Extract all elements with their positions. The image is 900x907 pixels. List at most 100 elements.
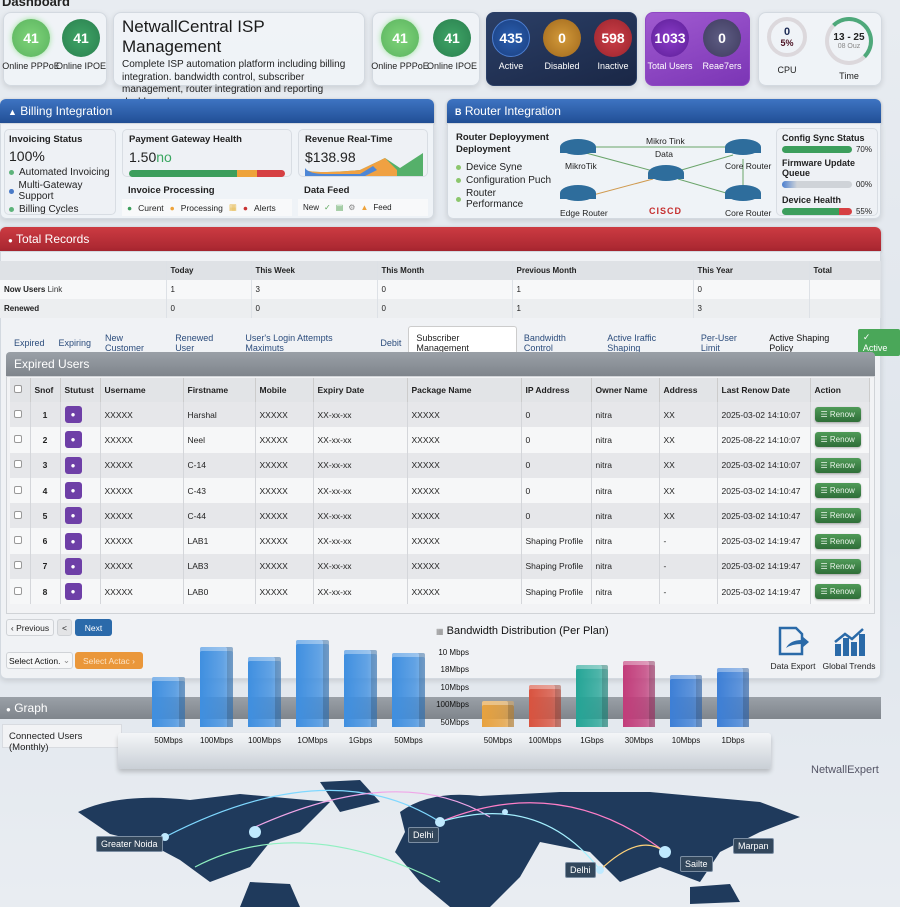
cisco-logo: CISCD: [649, 206, 683, 216]
device-health-title: Device Health: [782, 195, 842, 205]
bandwidth-bar[interactable]: [670, 675, 702, 727]
row-checkbox[interactable]: [14, 561, 22, 570]
row-checkbox[interactable]: [14, 485, 22, 494]
row-checkbox[interactable]: [14, 434, 22, 443]
node-core-router-2[interactable]: Core Router: [725, 208, 772, 218]
active-shaping-policy-label: Active Shaping Policy: [769, 332, 830, 353]
bandwidth-bar[interactable]: [576, 665, 608, 727]
map-label-greater-noida[interactable]: Greater Noida: [96, 836, 163, 852]
renew-button[interactable]: ☰ Renow: [814, 533, 861, 549]
bandwidth-bar[interactable]: [717, 668, 749, 727]
tab-bandwidth-control[interactable]: Bandwidth Control: [523, 332, 566, 353]
tab-expiring[interactable]: Expiring: [58, 337, 92, 348]
inactive-stat[interactable]: 598: [594, 19, 632, 57]
bandwidth-bar-label: 1Dbps: [721, 736, 745, 745]
user-status-icon[interactable]: ●: [64, 507, 82, 525]
row-checkbox[interactable]: [14, 409, 22, 418]
user-status-icon[interactable]: ●: [64, 406, 82, 424]
row-checkbox[interactable]: [14, 536, 22, 545]
tab-renewed-user[interactable]: Renewed User: [175, 332, 214, 353]
tab-per-user-limit[interactable]: Per-User Limit: [700, 332, 737, 353]
renew-button[interactable]: ☰ Renow: [814, 432, 861, 448]
connected-users-bar[interactable]: [248, 657, 281, 727]
new-users-link[interactable]: Link: [47, 285, 63, 294]
router-panel-header[interactable]: B Router Integration: [447, 99, 881, 123]
table-row: 4 ● XXXXX C-43 XXXXX XX-xx-xx XXXXX 0 nitra XX 202…: [10, 477, 870, 504]
user-status-icon[interactable]: ●: [64, 456, 82, 474]
map-label-delhi-1[interactable]: Delhi: [408, 827, 439, 843]
online-ipoe-stat-2[interactable]: 41: [433, 19, 471, 57]
invoicing-status-card: Invoicing Status 100% Automated Invoicin…: [4, 129, 116, 215]
map-label-marpan[interactable]: Marpan: [733, 838, 774, 854]
bandwidth-bar[interactable]: [623, 661, 655, 727]
connected-users-bar[interactable]: [152, 677, 185, 727]
collapse-icon[interactable]: ▲: [8, 107, 17, 117]
gateway-health-bar: [129, 170, 285, 177]
node-mikrotik[interactable]: MikroTik: [565, 161, 597, 171]
table-row: 1 ● XXXXX Harshal XXXXX XX-xx-xx XXXXX 0 nitra XX…: [10, 402, 870, 428]
bandwidth-bar[interactable]: [529, 685, 561, 727]
user-status-icon[interactable]: ●: [64, 482, 82, 500]
connected-users-bar-label: 100Mbps: [248, 736, 281, 745]
reae7ers-stat[interactable]: 0: [703, 19, 741, 57]
tab-login-attempts[interactable]: User's Login Attempts Maximuts: [245, 332, 333, 353]
connected-users-bar[interactable]: [296, 640, 329, 727]
row-checkbox[interactable]: [14, 586, 22, 595]
online-pppoe-stat-2[interactable]: 41: [381, 19, 419, 57]
previous-button[interactable]: ‹ Previous: [6, 619, 54, 636]
tab-expired[interactable]: Expired: [14, 337, 45, 348]
bandwidth-bar[interactable]: [482, 701, 514, 727]
online-pppoe-stat[interactable]: 41: [12, 19, 50, 57]
renew-button[interactable]: ☰ Renow: [814, 483, 861, 499]
expired-users-title: Expired Users: [14, 357, 90, 371]
online-ipoe-value: 41: [73, 30, 89, 46]
renew-button[interactable]: ☰ Renow: [814, 558, 861, 574]
tab-debit[interactable]: Debit: [380, 337, 402, 348]
select-all-checkbox[interactable]: [14, 385, 22, 393]
billing-panel-header[interactable]: ▲ Billing Integration: [0, 99, 434, 123]
select-action-button[interactable]: Select Actac ›: [75, 652, 143, 669]
check-icon: ✓: [324, 203, 331, 212]
renew-button[interactable]: ☰ Renow: [814, 457, 861, 473]
alert-circle-icon: ●: [242, 202, 249, 213]
cpu-percent: 5%: [780, 37, 794, 48]
user-status-icon[interactable]: ●: [64, 583, 82, 601]
connected-users-bar[interactable]: [392, 653, 425, 727]
graph-tab-connected-users[interactable]: Connected Users (Monthly): [2, 724, 122, 753]
row-checkbox[interactable]: [14, 510, 22, 519]
back-button[interactable]: <: [57, 619, 72, 636]
inactive-value: 598: [601, 30, 625, 46]
data-export-button[interactable]: Data Export: [770, 626, 816, 671]
disabled-stat[interactable]: 0: [543, 19, 581, 57]
map-label-delhi-2[interactable]: Delhi: [565, 862, 596, 878]
connected-users-bar[interactable]: [344, 650, 377, 727]
connected-users-bar[interactable]: [200, 647, 233, 727]
online-ipoe-stat[interactable]: 41: [62, 19, 100, 57]
select-action-dropdown[interactable]: Select Action. ⌄: [6, 652, 73, 669]
renew-button[interactable]: ☰ Renow: [814, 508, 861, 524]
data-feed-legend: New ✓ ▤ ⚙ ▲ Feed: [298, 199, 428, 216]
router-panel-title: Router Integration: [464, 104, 561, 118]
tab-traffic-shaping[interactable]: Active Iraffic Shaping: [607, 332, 657, 353]
row-checkbox[interactable]: [14, 460, 22, 469]
user-status-icon[interactable]: ●: [64, 431, 82, 449]
disabled-value: 0: [558, 30, 566, 46]
renew-button[interactable]: ☰ Renow: [814, 584, 861, 600]
renew-button[interactable]: ☰ Renow: [814, 407, 861, 423]
map-label-sailte[interactable]: Sailte: [680, 856, 713, 872]
active-badge[interactable]: ✓ Active: [857, 329, 900, 356]
connected-users-bar-label: 50Mbps: [394, 736, 423, 745]
node-core-router-1[interactable]: Core Router: [725, 161, 772, 171]
bandwidth-bar-label: 100Mbps: [528, 736, 562, 745]
total-records-header[interactable]: ● Total Records: [0, 227, 881, 251]
cpu-gauge: 0 5%: [767, 17, 807, 57]
user-status-icon[interactable]: ●: [64, 532, 82, 550]
total-users-stat[interactable]: 1033: [651, 19, 689, 57]
global-trends-button[interactable]: Global Trends: [822, 626, 876, 671]
table-row-renewed: Renewed 0 0 0 1 3: [0, 299, 881, 318]
active-stat[interactable]: 435: [492, 19, 530, 57]
tab-new-customer[interactable]: New Customer: [105, 332, 145, 353]
next-button[interactable]: Next: [75, 619, 112, 636]
user-status-icon[interactable]: ●: [64, 557, 82, 575]
node-edge-router[interactable]: Edge Router: [560, 208, 608, 218]
